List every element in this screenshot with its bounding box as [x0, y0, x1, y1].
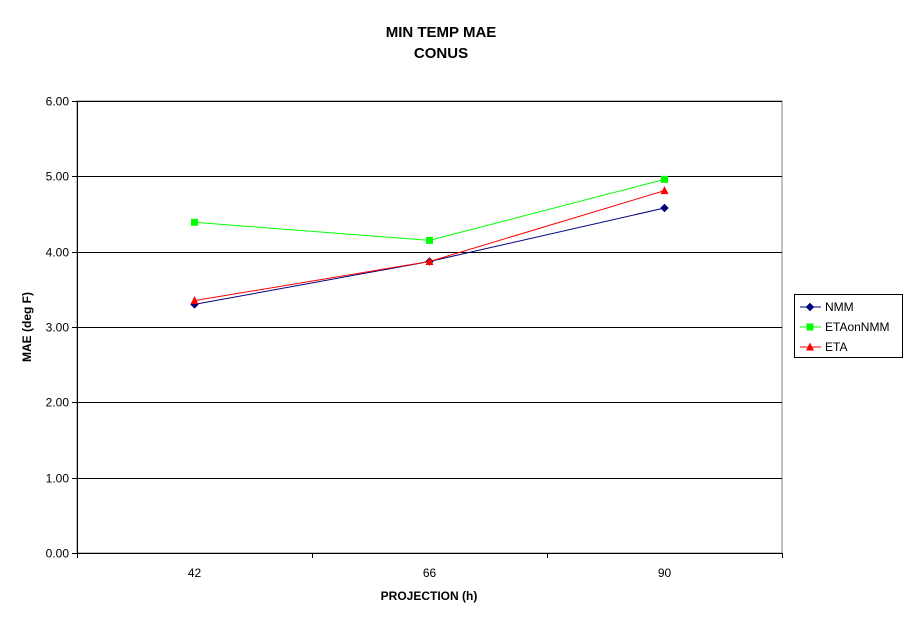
y-tick-label: 6.00 [46, 95, 70, 109]
plot-area [76, 100, 783, 554]
legend-label: ETA [825, 340, 847, 354]
data-point-nmm [660, 203, 669, 213]
legend-marker [806, 342, 814, 351]
data-point-etaonnmm [426, 236, 433, 244]
series-etaonnmm [191, 175, 668, 244]
y-tick-label: 0.00 [46, 547, 70, 561]
legend-label: NMM [825, 300, 854, 314]
chart-title: MIN TEMP MAE [386, 24, 497, 41]
x-axis-ticks: 42 66 90 [77, 553, 783, 580]
legend-marker [806, 323, 814, 331]
y-tick-label: 2.00 [46, 396, 70, 410]
legend-item-eta: ETA [800, 340, 847, 354]
x-axis-title: PROJECTION (h) [381, 589, 478, 603]
data-point-etaonnmm [191, 218, 198, 226]
chart-subtitle: CONUS [414, 45, 468, 62]
legend-item-etaonnmm: ETAonNMM [800, 320, 889, 334]
legend-label: ETAonNMM [825, 320, 889, 334]
x-tick-label: 42 [188, 566, 202, 580]
y-axis-ticks: 0.00 1.00 2.00 3.00 4.00 5.00 6.00 [46, 95, 77, 561]
y-tick-label: 4.00 [46, 246, 70, 260]
y-tick-label: 5.00 [46, 170, 70, 184]
legend-item-nmm: NMM [800, 300, 854, 314]
data-point-eta [190, 296, 199, 305]
y-axis-title: MAE (deg F) [20, 292, 34, 362]
series-layer [190, 175, 669, 309]
y-tick-label: 3.00 [46, 321, 70, 335]
legend: NMM ETAonNMM ETA [794, 294, 903, 358]
data-point-eta [660, 186, 669, 195]
data-point-eta [425, 256, 434, 265]
data-point-etaonnmm [661, 175, 668, 183]
x-tick-label: 66 [423, 566, 437, 580]
y-tick-label: 1.00 [46, 472, 70, 486]
series-eta [190, 186, 669, 305]
x-tick-label: 90 [658, 566, 672, 580]
legend-marker [805, 302, 815, 312]
